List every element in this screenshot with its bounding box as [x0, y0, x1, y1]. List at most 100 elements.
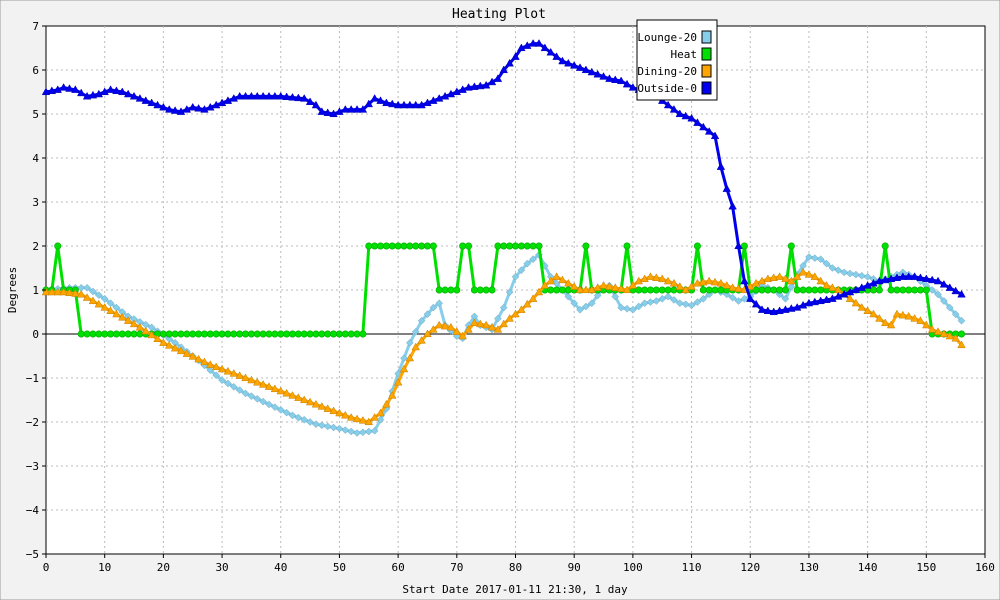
data-point [810, 272, 820, 280]
data-point [757, 305, 767, 313]
data-point [875, 276, 884, 285]
data-point [88, 296, 98, 305]
data-point [576, 306, 584, 314]
data-point [863, 273, 872, 281]
data-point [417, 100, 426, 109]
data-point [470, 286, 478, 294]
data-point [94, 89, 104, 98]
data-point [657, 274, 667, 283]
data-point [675, 109, 685, 118]
data-point [235, 386, 244, 394]
data-point [652, 286, 660, 294]
x-tick-label: 10 [98, 561, 111, 574]
data-point [370, 413, 379, 421]
data-point [264, 91, 274, 100]
x-axis-ticks: 0 10 20 30 40 50 60 70 80 90 100 110 120 130 140 150 160 [43, 554, 995, 574]
data-point [798, 300, 808, 309]
data-point [581, 285, 591, 294]
data-point [505, 288, 514, 296]
data-point [617, 303, 625, 312]
data-point [728, 283, 737, 291]
data-point [364, 417, 374, 426]
data-point [505, 314, 514, 322]
data-point [922, 320, 931, 329]
data-point [641, 286, 649, 294]
data-point [218, 330, 226, 338]
data-point [388, 99, 397, 108]
data-point [95, 291, 103, 299]
data-point [922, 274, 931, 283]
data-point [916, 316, 925, 324]
data-point [734, 241, 743, 250]
data-point [459, 242, 467, 250]
data-point [299, 395, 309, 404]
data-point [781, 295, 790, 303]
data-point [481, 320, 491, 329]
data-point [258, 380, 268, 388]
data-point [734, 297, 743, 305]
data-point [616, 76, 626, 85]
data-point [511, 309, 520, 318]
data-point [669, 105, 679, 113]
data-point [939, 279, 949, 288]
data-point [540, 43, 550, 52]
data-point [746, 294, 755, 302]
data-point [664, 286, 672, 294]
y-axis-title: Degrees [6, 267, 19, 313]
data-point [740, 242, 748, 250]
data-point [65, 84, 74, 92]
data-point [887, 286, 895, 294]
x-tick-label: 90 [568, 561, 581, 574]
data-point [763, 306, 773, 314]
data-point [453, 286, 461, 294]
x-tick-label: 120 [740, 561, 760, 574]
x-tick-label: 110 [682, 561, 702, 574]
data-point [247, 392, 256, 400]
data-point [506, 242, 514, 250]
data-point [734, 284, 743, 292]
data-point [359, 428, 367, 437]
data-point [141, 326, 150, 335]
data-point [898, 310, 908, 319]
data-point [54, 242, 62, 250]
data-point [951, 310, 960, 318]
data-point [335, 424, 344, 433]
y-tick-label: 0 [32, 328, 39, 341]
data-point [816, 255, 825, 263]
data-point [904, 272, 913, 280]
data-point [229, 369, 239, 377]
data-point [892, 309, 902, 318]
data-point [488, 286, 496, 294]
data-point [300, 416, 309, 424]
data-point [165, 330, 173, 338]
data-point [159, 330, 167, 338]
data-point [59, 287, 68, 296]
data-point [217, 364, 227, 373]
data-point [195, 330, 203, 338]
data-point [863, 306, 872, 314]
data-point [704, 276, 714, 285]
data-point [300, 330, 308, 338]
data-point [112, 330, 120, 338]
data-point [352, 105, 362, 113]
data-point [182, 349, 192, 357]
data-point [346, 105, 356, 113]
data-point [88, 90, 98, 99]
data-point [646, 286, 654, 294]
data-point [83, 330, 91, 338]
data-point [276, 386, 285, 395]
data-point [265, 400, 273, 409]
data-point [588, 299, 596, 307]
data-point [123, 316, 133, 324]
data-point [176, 107, 186, 115]
data-point [305, 97, 315, 105]
data-point [236, 330, 244, 338]
data-point [663, 276, 673, 285]
data-point [652, 273, 661, 281]
y-tick-label: 1 [32, 284, 39, 297]
data-point [570, 299, 578, 307]
data-point [581, 65, 591, 74]
y-tick-label: 2 [32, 240, 39, 253]
data-point [153, 334, 162, 342]
data-point [311, 100, 321, 109]
